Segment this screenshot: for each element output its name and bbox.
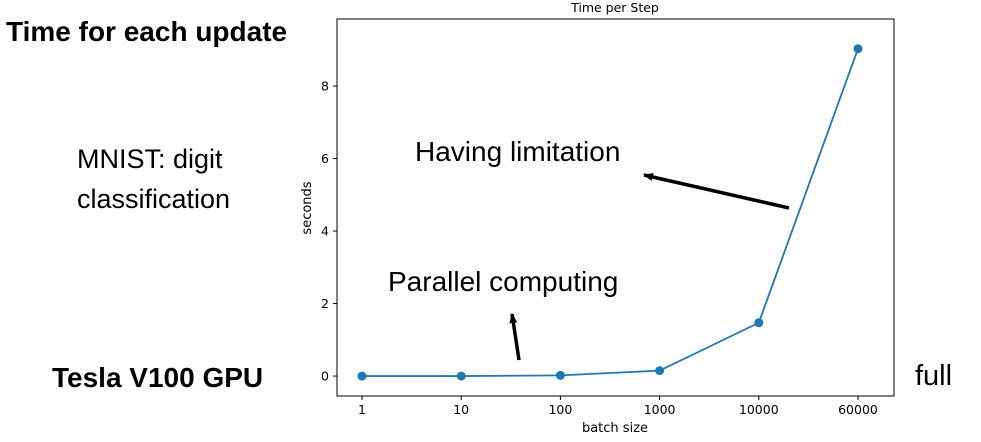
chart-title: Time per Step [570,0,659,15]
series-points [357,44,863,381]
dataset-label-line2: classification [77,184,231,214]
axis-ticks: 1 10 100 1000 10000 60000 0 2 4 6 8 [321,79,878,417]
data-point [456,371,466,381]
y-tick-label: 0 [321,369,329,384]
x-tick-label: 10000 [739,402,779,417]
full-batch-label: full [915,360,953,392]
x-axis-label: batch size [582,421,648,436]
y-tick-label: 2 [321,296,329,311]
data-point [853,44,863,54]
x-tick-label: 1 [358,402,366,417]
annotation-having-limitation: Having limitation [415,136,620,167]
data-point [655,366,665,376]
series-line [362,48,859,377]
data-point [754,318,764,328]
x-tick-label: 60000 [838,402,878,417]
plot-frame [336,18,895,397]
arrow-having-limitation [643,173,790,210]
x-tick-label: 10 [453,402,469,417]
arrow-parallel-computing [509,313,521,361]
annotation-parallel-computing: Parallel computing [388,266,618,297]
data-point [357,371,367,381]
x-tick-label: 100 [548,402,572,417]
x-tick-label: 1000 [644,402,676,417]
y-tick-label: 6 [321,151,329,166]
data-point [555,370,565,380]
dataset-label-line1: MNIST: digit [77,144,223,174]
gpu-label: Tesla V100 GPU [52,362,264,393]
slide-title: Time for each update [6,16,288,47]
y-tick-label: 4 [321,224,329,239]
y-axis-label: seconds [300,181,315,234]
y-tick-label: 8 [321,79,329,94]
